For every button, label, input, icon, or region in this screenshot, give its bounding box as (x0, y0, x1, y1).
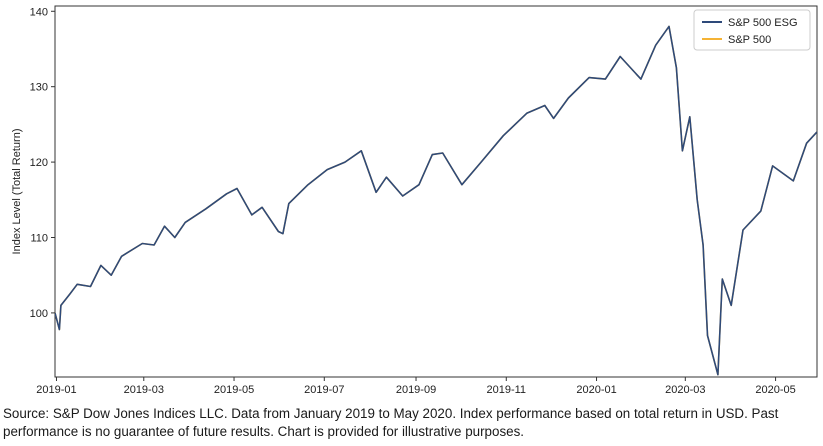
x-tick-label: 2019-01 (36, 384, 76, 396)
series-line-s-p-500-esg (55, 25, 817, 376)
source-note: Source: S&P Dow Jones Indices LLC. Data … (3, 405, 821, 441)
x-tick-label: 2019-11 (487, 384, 527, 396)
legend-label: S&P 500 ESG (728, 17, 798, 29)
y-tick-label: 110 (30, 232, 48, 244)
y-axis-label: Index Level (Total Return) (11, 129, 23, 255)
x-tick-label: 2019-07 (304, 384, 344, 396)
x-tick-label: 2019-03 (124, 384, 164, 396)
legend-label: S&P 500 (728, 34, 771, 46)
legend: S&P 500 ESG S&P 500 (693, 9, 811, 51)
x-tick-label: 2020-03 (665, 384, 705, 396)
plot-lines (55, 25, 817, 376)
x-tick-label: 2020-05 (755, 384, 795, 396)
y-tick-label: 120 (30, 157, 48, 169)
y-tick-label: 130 (30, 82, 48, 94)
line-chart: 100 110 120 130 140 2019-01 2019-03 2019-05 2019… (11, 5, 818, 396)
y-tick-label: 140 (30, 6, 48, 18)
x-tick-label: 2020-01 (576, 384, 616, 396)
plot-frame (54, 5, 818, 378)
y-tick-label: 100 (30, 308, 48, 320)
source-note-line-1: Source: S&P Dow Jones Indices LLC. Data … (3, 406, 779, 421)
series-line-s-p-500 (55, 25, 817, 376)
x-tick-label: 2019-05 (214, 384, 254, 396)
source-note-line-2: performance is no guarantee of future re… (3, 424, 525, 439)
axes: 100 110 120 130 140 2019-01 2019-03 2019-05 2019… (11, 5, 818, 396)
x-tick-label: 2019-09 (396, 384, 436, 396)
legend-box (693, 9, 811, 51)
